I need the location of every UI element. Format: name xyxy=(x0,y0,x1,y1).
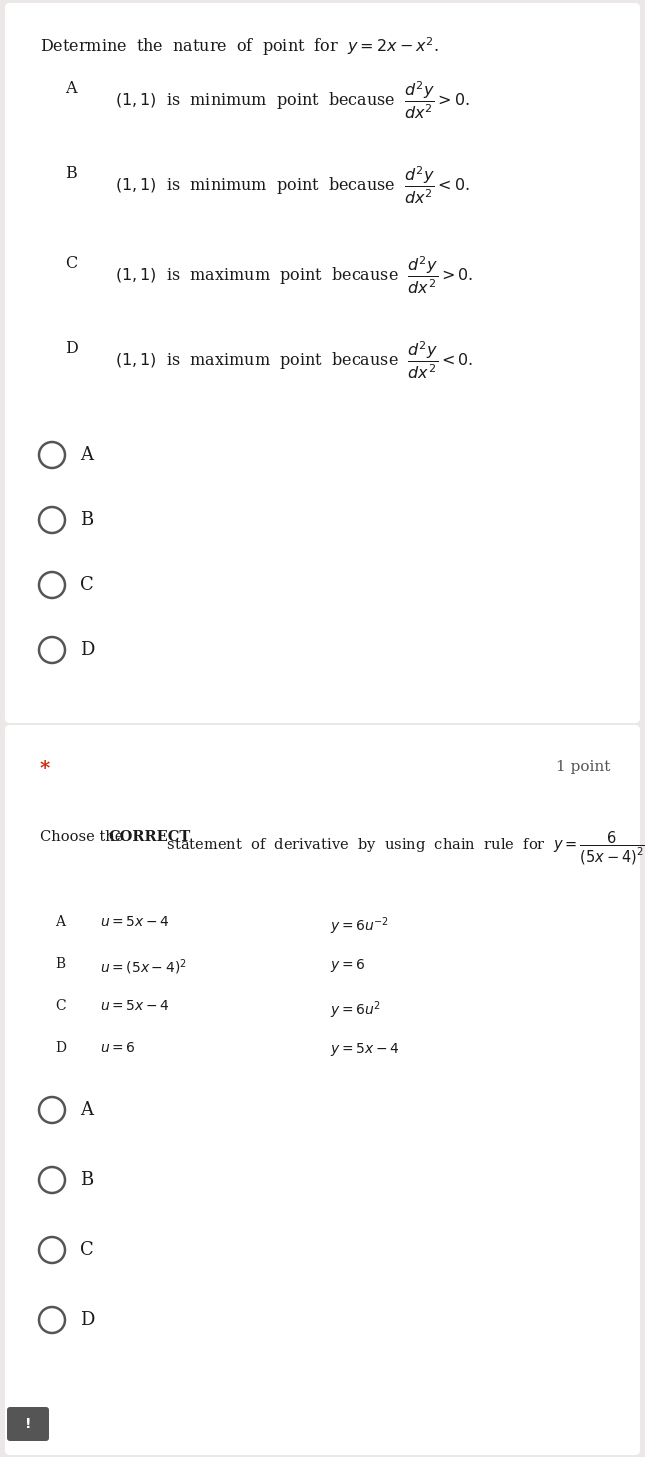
Text: Choose the: Choose the xyxy=(40,830,128,844)
Text: D: D xyxy=(65,339,78,357)
Text: $u = (5x-4)^2$: $u = (5x-4)^2$ xyxy=(100,957,187,976)
Text: A: A xyxy=(80,1101,93,1119)
Text: *: * xyxy=(40,761,50,778)
Text: B: B xyxy=(80,1171,94,1189)
Text: D: D xyxy=(80,1311,94,1329)
Text: A: A xyxy=(65,80,77,98)
Text: $(1,1)$  is  minimum  point  because  $\dfrac{d^2y}{dx^2} < 0$.: $(1,1)$ is minimum point because $\dfrac… xyxy=(115,165,470,207)
FancyBboxPatch shape xyxy=(5,3,640,723)
Text: $u = 6$: $u = 6$ xyxy=(100,1040,135,1055)
Text: C: C xyxy=(80,576,94,594)
Text: !: ! xyxy=(25,1418,31,1431)
Text: Determine  the  nature  of  point  for  $y = 2x - x^2$.: Determine the nature of point for $y = 2… xyxy=(40,35,439,58)
Text: B: B xyxy=(80,511,94,529)
Text: CORRECT: CORRECT xyxy=(108,830,190,844)
Text: C: C xyxy=(65,255,77,272)
Text: C: C xyxy=(80,1241,94,1259)
Text: $(1,1)$  is  maximum  point  because  $\dfrac{d^2y}{dx^2} > 0$.: $(1,1)$ is maximum point because $\dfrac… xyxy=(115,255,473,296)
Text: 1 point: 1 point xyxy=(555,761,610,774)
Text: $(1,1)$  is  maximum  point  because  $\dfrac{d^2y}{dx^2} < 0$.: $(1,1)$ is maximum point because $\dfrac… xyxy=(115,339,473,382)
Text: A: A xyxy=(55,915,65,930)
Text: D: D xyxy=(55,1040,66,1055)
FancyBboxPatch shape xyxy=(5,726,640,1456)
Text: $(1,1)$  is  minimum  point  because  $\dfrac{d^2y}{dx^2} > 0$.: $(1,1)$ is minimum point because $\dfrac… xyxy=(115,80,470,121)
Text: $u = 5x - 4$: $u = 5x - 4$ xyxy=(100,1000,170,1013)
Text: $y = 5x - 4$: $y = 5x - 4$ xyxy=(330,1040,400,1058)
Text: $y = 6$: $y = 6$ xyxy=(330,957,366,973)
Text: statement  of  derivative  by  using  chain  rule  for  $y = \dfrac{6}{(5x-4)^2}: statement of derivative by using chain r… xyxy=(162,830,645,867)
Text: $u = 5x - 4$: $u = 5x - 4$ xyxy=(100,915,170,930)
FancyBboxPatch shape xyxy=(7,1407,49,1441)
Text: B: B xyxy=(65,165,77,182)
Text: D: D xyxy=(80,641,94,659)
Text: B: B xyxy=(55,957,65,970)
Text: $y = 6u^{2}$: $y = 6u^{2}$ xyxy=(330,1000,381,1020)
Text: $y = 6u^{-2}$: $y = 6u^{-2}$ xyxy=(330,915,389,937)
Text: C: C xyxy=(55,1000,66,1013)
Text: A: A xyxy=(80,446,93,463)
